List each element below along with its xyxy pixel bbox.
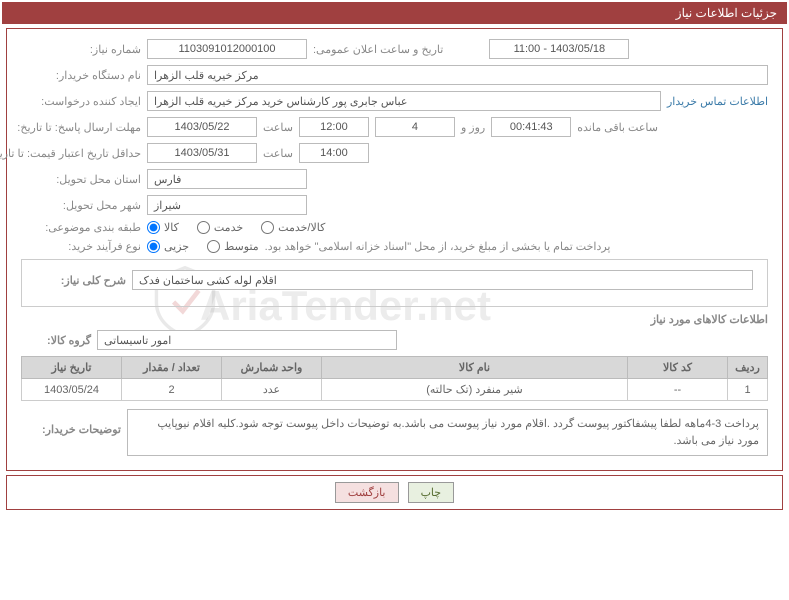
goods-table: ردیف کد کالا نام کالا واحد شمارش تعداد /… <box>21 356 768 401</box>
col-unit: واحد شمارش <box>222 357 322 379</box>
need-number-field: 1103091012000100 <box>147 39 307 59</box>
table-header-row: ردیف کد کالا نام کالا واحد شمارش تعداد /… <box>22 357 768 379</box>
buyer-note-box: پرداخت 3-4ماهه لطفا پیشفاکتور پیوست گردد… <box>127 409 768 456</box>
cell-row: 1 <box>728 379 768 401</box>
cell-qty: 2 <box>122 379 222 401</box>
desc-title-label: شرح کلی نیاز: <box>36 274 126 287</box>
description-panel: شرح کلی نیاز: اقلام لوله کشی ساختمان فدک <box>21 259 768 307</box>
requester-label: ایجاد کننده درخواست: <box>21 95 141 108</box>
process-radio-group: جزیی متوسط <box>147 240 259 253</box>
cell-date: 1403/05/24 <box>22 379 122 401</box>
buyer-note-label: توضیحات خریدار: <box>21 409 121 436</box>
col-code: کد کالا <box>628 357 728 379</box>
category-radio-group: کالا خدمت کالا/خدمت <box>147 221 325 234</box>
radio-medium-input[interactable] <box>207 240 220 253</box>
deadline-date-field: 1403/05/22 <box>147 117 257 137</box>
radio-both[interactable]: کالا/خدمت <box>261 221 325 234</box>
buyer-org-field: مرکز خیریه قلب الزهرا <box>147 65 768 85</box>
col-row: ردیف <box>728 357 768 379</box>
radio-partial[interactable]: جزیی <box>147 240 189 253</box>
process-label: نوع فرآیند خرید: <box>21 240 141 253</box>
panel-header: جزئیات اطلاعات نیاز <box>2 2 787 24</box>
desc-title-field: اقلام لوله کشی ساختمان فدک <box>132 270 753 290</box>
goods-section-title: اطلاعات کالاهای مورد نیاز <box>21 313 768 326</box>
goods-group-label: گروه کالا: <box>21 334 91 347</box>
city-label: شهر محل تحویل: <box>21 199 141 212</box>
category-label: طبقه بندی موضوعی: <box>21 221 141 234</box>
footer-panel: چاپ بازگشت <box>6 475 783 510</box>
min-validity-date-field: 1403/05/31 <box>147 143 257 163</box>
col-date: تاریخ نیاز <box>22 357 122 379</box>
radio-service-input[interactable] <box>197 221 210 234</box>
cell-code: -- <box>628 379 728 401</box>
time-label-1: ساعت <box>263 121 293 134</box>
print-button[interactable]: چاپ <box>408 482 455 503</box>
deadline-time-field: 12:00 <box>299 117 369 137</box>
radio-goods-input[interactable] <box>147 221 160 234</box>
need-number-label: شماره نیاز: <box>21 43 141 56</box>
main-panel: شماره نیاز: 1103091012000100 تاریخ و ساع… <box>6 28 783 471</box>
table-row: 1 -- شیر منفرد (تک حالته) عدد 2 1403/05/… <box>22 379 768 401</box>
radio-partial-input[interactable] <box>147 240 160 253</box>
min-validity-label: حداقل تاریخ اعتبار قیمت: تا تاریخ: <box>21 147 141 160</box>
remaining-time-field: 00:41:43 <box>491 117 571 137</box>
radio-service[interactable]: خدمت <box>197 221 243 234</box>
time-label-2: ساعت <box>263 147 293 160</box>
radio-goods-label: کالا <box>164 221 179 234</box>
radio-service-label: خدمت <box>214 221 243 234</box>
deadline-label: مهلت ارسال پاسخ: تا تاریخ: <box>21 121 141 134</box>
days-and-label: روز و <box>461 121 485 134</box>
buyer-org-label: نام دستگاه خریدار: <box>21 69 141 82</box>
back-button[interactable]: بازگشت <box>335 482 399 503</box>
cell-unit: عدد <box>222 379 322 401</box>
cell-name: شیر منفرد (تک حالته) <box>322 379 628 401</box>
payment-note: پرداخت تمام یا بخشی از مبلغ خرید، از محل… <box>265 240 611 253</box>
remaining-label: ساعت باقی مانده <box>577 121 658 134</box>
radio-both-label: کالا/خدمت <box>278 221 325 234</box>
min-validity-time-field: 14:00 <box>299 143 369 163</box>
city-field: شیراز <box>147 195 307 215</box>
province-label: استان محل تحویل: <box>21 173 141 186</box>
radio-partial-label: جزیی <box>164 240 189 253</box>
days-field: 4 <box>375 117 455 137</box>
requester-field: عباس جابری پور کارشناس خرید مرکز خیریه ق… <box>147 91 661 111</box>
col-name: نام کالا <box>322 357 628 379</box>
goods-group-field: امور تاسیساتی <box>97 330 397 350</box>
radio-medium-label: متوسط <box>224 240 259 253</box>
radio-both-input[interactable] <box>261 221 274 234</box>
buyer-contact-link[interactable]: اطلاعات تماس خریدار <box>667 95 768 108</box>
radio-goods[interactable]: کالا <box>147 221 179 234</box>
province-field: فارس <box>147 169 307 189</box>
col-qty: تعداد / مقدار <box>122 357 222 379</box>
radio-medium[interactable]: متوسط <box>207 240 259 253</box>
announce-field: 1403/05/18 - 11:00 <box>489 39 629 59</box>
announce-label: تاریخ و ساعت اعلان عمومی: <box>313 43 443 56</box>
